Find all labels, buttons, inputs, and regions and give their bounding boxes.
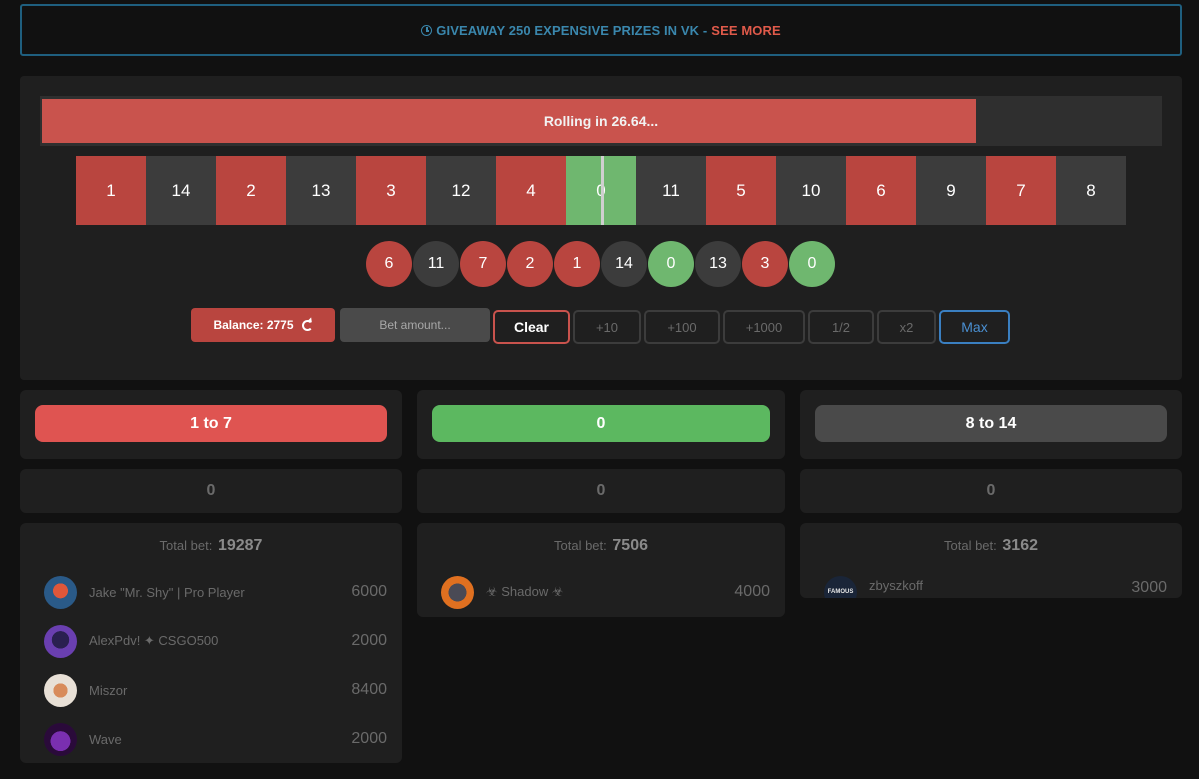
history-ball: 1	[554, 241, 600, 287]
roulette-cell: 9	[916, 156, 986, 225]
roulette-pointer	[601, 156, 604, 225]
roulette-cell: 13	[286, 156, 356, 225]
player-name: Jake "Mr. Shy" | Pro Player	[89, 584, 245, 600]
history-ball: 7	[460, 241, 506, 287]
history-ball: 13	[695, 241, 741, 287]
list-item: Wave	[44, 722, 122, 756]
roulette-cell: 11	[636, 156, 706, 225]
plus-100-button[interactable]: +100	[644, 310, 720, 344]
refresh-icon[interactable]	[301, 319, 313, 331]
bet-red-button[interactable]: 1 to 7	[35, 405, 387, 442]
green-my-bet: 0	[417, 469, 785, 513]
green-total-bet: Total bet: 7506	[554, 537, 648, 554]
player-amount: 4000	[734, 583, 770, 600]
red-bets-list: Total bet: 19287 Jake "Mr. Shy" | Pro Pl…	[20, 523, 402, 763]
half-button[interactable]: 1/2	[808, 310, 874, 344]
player-name: ☣ Shadow ☣	[486, 584, 564, 599]
roll-countdown-text: Rolling in 26.64...	[543, 113, 659, 129]
banner-text: GIVEAWAY 250 EXPENSIVE PRIZES IN VK -	[436, 22, 708, 38]
roulette-cell: 4	[496, 156, 566, 225]
green-bets-list: Total bet: 7506 ☣ Shadow ☣ 4000	[417, 523, 785, 617]
avatar	[44, 575, 77, 609]
history-ball: 11	[413, 241, 459, 287]
history-ball: 2	[507, 241, 553, 287]
avatar	[44, 722, 77, 756]
player-amount: 2000	[351, 632, 387, 649]
avatar	[441, 575, 474, 609]
roll-progress-bar: Rolling in 26.64...	[40, 96, 1162, 146]
history-ball: 3	[742, 241, 788, 287]
roulette-panel: Rolling in 26.64... 11421331240115106978…	[20, 76, 1182, 380]
player-amount: 3000	[1131, 579, 1167, 596]
clock-icon	[421, 24, 433, 36]
max-button[interactable]: Max	[939, 310, 1010, 344]
history-ball: 14	[601, 241, 647, 287]
roulette-cell: 3	[356, 156, 426, 225]
black-my-bet: 0	[800, 469, 1182, 513]
list-item: AlexPdv! ✦ CSGO500	[44, 624, 218, 658]
roulette-cell: 14	[146, 156, 216, 225]
avatar: FAMOUS	[824, 575, 857, 598]
history-ball: 6	[366, 241, 412, 287]
history-ball: 0	[648, 241, 694, 287]
see-more-link[interactable]: SEE MORE	[711, 22, 781, 38]
avatar	[44, 673, 77, 707]
giveaway-banner: GIVEAWAY 250 EXPENSIVE PRIZES IN VK - SE…	[20, 4, 1182, 56]
roulette-cell: 12	[426, 156, 496, 225]
player-name: Wave	[89, 731, 122, 747]
roulette-cell: 8	[1056, 156, 1126, 225]
roulette-cell: 2	[216, 156, 286, 225]
red-total-bet: Total bet: 19287	[159, 537, 263, 554]
bet-black-button[interactable]: 8 to 14	[815, 405, 1167, 442]
list-item: FAMOUS zbyszkoff	[824, 575, 923, 598]
plus-10-button[interactable]: +10	[573, 310, 641, 344]
roulette-cell: 6	[846, 156, 916, 225]
bet-green-button[interactable]: 0	[432, 405, 770, 442]
roll-progress-fill	[42, 99, 976, 143]
balance-label: Balance: 2775	[213, 318, 294, 332]
list-item: Jake "Mr. Shy" | Pro Player	[44, 575, 245, 609]
roulette-cell: 1	[76, 156, 146, 225]
player-name: zbyszkoff	[869, 577, 923, 593]
roulette-cell: 5	[706, 156, 776, 225]
player-amount: 8400	[351, 681, 387, 698]
roulette-strip: 11421331240115106978	[76, 156, 1126, 225]
red-my-bet: 0	[20, 469, 402, 513]
bet-amount-input[interactable]	[340, 308, 490, 342]
bet-controls: Balance: 2775 Clear +10 +100 +1000 1/2 x…	[20, 308, 1182, 344]
clear-button[interactable]: Clear	[493, 310, 570, 344]
plus-1000-button[interactable]: +1000	[723, 310, 805, 344]
list-item: ☣ Shadow ☣	[441, 575, 564, 609]
roulette-cell: 10	[776, 156, 846, 225]
green-bet-card: 0	[417, 390, 785, 459]
black-bet-card: 8 to 14	[800, 390, 1182, 459]
double-button[interactable]: x2	[877, 310, 936, 344]
black-bets-list: Total bet: 3162 FAMOUS zbyszkoff 3000	[800, 523, 1182, 598]
balance-button[interactable]: Balance: 2775	[191, 308, 335, 342]
history-ball: 0	[789, 241, 835, 287]
roulette-cell: 7	[986, 156, 1056, 225]
player-amount: 6000	[351, 583, 387, 600]
avatar	[44, 624, 77, 658]
red-bet-card: 1 to 7	[20, 390, 402, 459]
list-item: Miszor	[44, 673, 127, 707]
player-amount: 2000	[351, 730, 387, 747]
player-name: Miszor	[89, 682, 128, 698]
black-total-bet: Total bet: 3162	[944, 537, 1038, 554]
roll-history: 6 11 7 2 1 14 0 13 3 0	[366, 241, 835, 287]
player-name: AlexPdv! ✦ CSGO500	[89, 633, 219, 648]
